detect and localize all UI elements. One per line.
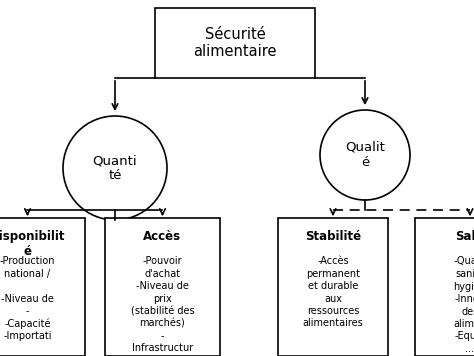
Text: Stabilité: Stabilité [305,230,361,243]
Bar [415,218,474,356]
Text: -Production
national /

-Niveau de
-
-Capacité
-Importati: -Production national / -Niveau de - -Cap… [0,244,55,341]
Bar [155,8,315,78]
Text: -Pouvoir
d'achat
-Niveau de
prix
(stabilité des
marchés)
-
Infrastructur
e: -Pouvoir d'achat -Niveau de prix (stabil… [131,244,194,356]
Bar [278,218,388,356]
Text: Qualit
é: Qualit é [345,141,385,169]
Bar [105,218,220,356]
Text: Salu: Salu [456,230,474,243]
Text: Quanti
té: Quanti té [93,154,137,182]
Text: Sécurité
alimentaire: Sécurité alimentaire [193,27,277,59]
Text: Disponibilit
é: Disponibilit é [0,230,65,258]
Text: Accès: Accès [144,230,182,243]
Text: -Qualit
sanita
hygién
-Innoc
des
alimen
-Equili
...: -Qualit sanita hygién -Innoc des alimen … [453,244,474,354]
Bar [0,218,85,356]
Text: -Accès
permanent
et durable
aux
ressources
alimentaires: -Accès permanent et durable aux ressourc… [302,244,364,328]
